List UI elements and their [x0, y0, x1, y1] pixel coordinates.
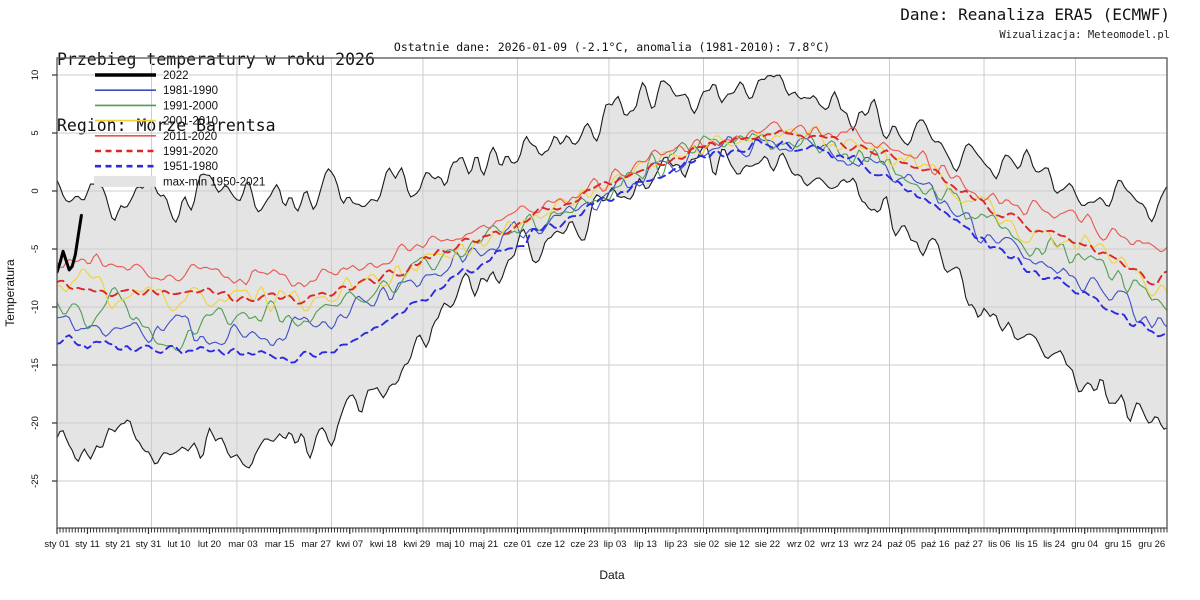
series-line-1981-1990 — [57, 136, 1167, 346]
legend-item-label: 2001-2010 — [163, 116, 218, 128]
series-line-2022 — [57, 213, 83, 274]
x-tick-label: sty 31 — [136, 539, 161, 550]
x-tick-label: mar 15 — [265, 539, 295, 550]
legend-item-label: 2011-2020 — [163, 131, 217, 143]
header-right: Dane: Reanaliza ERA5 (ECMWF) Wizualizacj… — [900, 5, 1170, 41]
y-axis: 10 5 0 -5 -10 -15 -20 -25 Temperatura — [3, 70, 57, 488]
x-tick-label: sty 11 — [75, 539, 100, 550]
y-tick-label: -25 — [30, 474, 41, 488]
x-tick-label: kwi 18 — [370, 539, 397, 550]
legend-item-label: 1991-2020 — [163, 146, 218, 158]
max-min-band — [57, 75, 1167, 468]
x-tick-label: lip 03 — [604, 539, 627, 550]
x-tick-label: paź 16 — [921, 539, 950, 550]
legend-item-1991-2000: 1991-2000 — [95, 100, 218, 112]
daily-ticks — [56, 528, 1168, 533]
last-data-subtitle: Ostatnie dane: 2026-01-09 (-2.1°C, anoma… — [393, 40, 831, 54]
y-tick-label: -20 — [30, 416, 41, 430]
data-source: Dane: Reanaliza ERA5 (ECMWF) — [900, 5, 1170, 24]
page-title: Przebieg temperatury w roku 2026 Region:… — [57, 5, 375, 181]
y-tick-label: 5 — [30, 130, 41, 135]
y-tick-label: 0 — [30, 188, 41, 193]
series-line-1991-2000 — [57, 132, 1167, 352]
x-tick-label: lip 13 — [634, 539, 657, 550]
legend-item-1981-1990: 1981-1990 — [95, 85, 218, 97]
series-line-2001-2010 — [57, 126, 1167, 313]
legend-item-label: 1991-2000 — [163, 100, 218, 112]
x-axis: sty 01 sty 11 sty 21 sty 31 lut 10 lut 20 mar … — [44, 528, 1168, 582]
x-tick-label: paź 05 — [887, 539, 916, 550]
x-tick-label: maj 21 — [470, 539, 499, 550]
series-line-1991-2020 — [57, 129, 1167, 305]
x-tick-label: wrz 13 — [820, 539, 849, 550]
band-min-line — [57, 145, 1167, 469]
y-axis-label: Temperatura — [3, 259, 17, 327]
legend-item-label: 1951-1980 — [163, 161, 218, 173]
x-tick-label: lip 23 — [665, 539, 688, 550]
legend-item-max-min-1950-2021: max-min 1950-2021 — [94, 175, 265, 188]
x-tick-label: mar 27 — [301, 539, 331, 550]
x-tick-label: kwi 07 — [336, 539, 363, 550]
legend-item-2022: 2022 — [95, 70, 189, 82]
x-tick-label: cze 01 — [503, 539, 531, 550]
x-tick-label: cze 23 — [571, 539, 599, 550]
x-tick-label: gru 26 — [1138, 539, 1165, 550]
x-tick-label: wrz 02 — [786, 539, 815, 550]
legend-item-1951-1980: 1951-1980 — [95, 161, 218, 173]
x-axis-label: Data — [599, 568, 625, 582]
x-tick-label: lis 06 — [988, 539, 1010, 550]
plot-area — [57, 58, 1167, 528]
x-tick-label: maj 10 — [436, 539, 465, 550]
y-tick-label: -15 — [30, 358, 41, 372]
y-tick-label: -10 — [30, 300, 41, 314]
y-tick-label: 10 — [30, 70, 41, 81]
chart-gridlines — [57, 58, 1167, 528]
x-tick-label: lis 24 — [1043, 539, 1065, 550]
x-tick-label: sie 22 — [755, 539, 780, 550]
x-tick-label: gru 15 — [1105, 539, 1132, 550]
x-tick-label: mar 03 — [228, 539, 258, 550]
legend-band-swatch — [94, 175, 156, 187]
x-tick-label: sie 12 — [724, 539, 749, 550]
legend-item-2011-2020: 2011-2020 — [95, 131, 217, 143]
x-tick-label: cze 12 — [537, 539, 565, 550]
series-line-1951-1980 — [57, 138, 1167, 364]
legend-item-1991-2020: 1991-2020 — [95, 146, 218, 158]
legend-item-label: max-min 1950-2021 — [163, 176, 265, 188]
x-tick-label: wrz 24 — [853, 539, 882, 550]
legend-item-label: 1981-1990 — [163, 85, 218, 97]
chart-legend: 2022 1981-1990 1991-2000 2001-2010 2011-2020… — [94, 70, 265, 188]
visualization-credit: Wizualizacja: Meteomodel.pl — [999, 29, 1170, 41]
x-tick-label: paź 27 — [955, 539, 984, 550]
x-tick-label: gru 04 — [1071, 539, 1098, 550]
x-tick-label: lut 10 — [167, 539, 190, 550]
x-tick-label: lis 15 — [1016, 539, 1038, 550]
band-max-line — [57, 74, 1167, 224]
chart-title: Przebieg temperatury w roku 2026 — [57, 50, 375, 69]
y-tick-label: -5 — [30, 245, 41, 253]
x-tick-label: sie 02 — [694, 539, 719, 550]
x-tick-label: lut 20 — [198, 539, 221, 550]
x-tick-label: sty 21 — [105, 539, 130, 550]
legend-item-label: 2022 — [163, 70, 189, 82]
legend-item-2001-2010: 2001-2010 — [95, 116, 218, 128]
x-tick-label: sty 01 — [44, 539, 69, 550]
x-tick-label: kwi 29 — [403, 539, 430, 550]
